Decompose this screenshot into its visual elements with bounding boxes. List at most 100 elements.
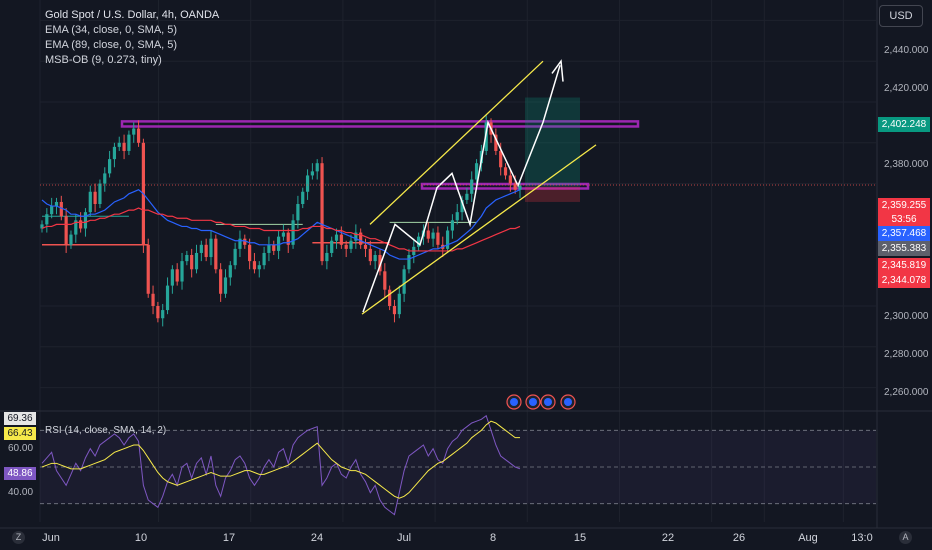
candle-body bbox=[54, 201, 59, 207]
ema34-legend[interactable]: EMA (34, close, 0, SMA, 5) bbox=[45, 24, 178, 36]
candle-body bbox=[272, 244, 276, 251]
candle-body bbox=[204, 244, 208, 258]
candle-body bbox=[339, 234, 343, 245]
ema34-line bbox=[41, 189, 521, 260]
candle-body bbox=[450, 220, 455, 231]
candle-body bbox=[455, 212, 459, 221]
currency-button[interactable]: USD bbox=[879, 5, 923, 27]
us-flag-icon bbox=[564, 398, 572, 406]
candle-body bbox=[368, 248, 372, 262]
candle-body bbox=[223, 277, 228, 294]
candle-body bbox=[470, 179, 474, 194]
candle-body bbox=[248, 244, 252, 262]
candle-body bbox=[276, 236, 281, 251]
x-tick-label: 26 bbox=[732, 532, 746, 544]
y-tick-label: 2,260.000 bbox=[884, 387, 929, 398]
projection-arrow-head bbox=[551, 59, 564, 82]
candle-body bbox=[320, 163, 324, 262]
candle-body bbox=[310, 171, 314, 176]
candle-body bbox=[503, 167, 508, 176]
candle-body bbox=[79, 220, 83, 229]
price-label: 2,345.819 bbox=[878, 258, 930, 273]
timezone-icon[interactable]: Z bbox=[12, 531, 25, 544]
candle-body bbox=[156, 306, 160, 319]
candle-body bbox=[98, 183, 102, 204]
candle-body bbox=[136, 128, 141, 143]
candle-body bbox=[146, 244, 150, 294]
price-label: 2,359.255 bbox=[878, 198, 930, 213]
candle-body bbox=[185, 255, 189, 262]
x-tick-label: 8 bbox=[489, 532, 497, 544]
candle-body bbox=[474, 163, 479, 180]
y-tick-label: 2,420.000 bbox=[884, 83, 929, 94]
price-label: 2,355.383 bbox=[878, 241, 930, 256]
candle-body bbox=[518, 185, 522, 190]
msb-ob-legend[interactable]: MSB-OB (9, 0.273, tiny) bbox=[45, 54, 162, 66]
rsi-legend[interactable]: RSI (14, close, SMA, 14, 2) bbox=[45, 425, 167, 436]
candle-body bbox=[359, 232, 363, 245]
candle-body bbox=[407, 255, 411, 270]
us-flag-icon bbox=[544, 398, 552, 406]
candle-body bbox=[238, 238, 242, 249]
candle-body bbox=[291, 220, 295, 245]
candle-body bbox=[103, 173, 107, 184]
candle-body bbox=[431, 232, 435, 239]
price-label: 2,402.248 bbox=[878, 117, 930, 132]
stop-zone bbox=[525, 186, 580, 202]
x-tick-label: Aug bbox=[798, 532, 818, 544]
candle-body bbox=[64, 216, 68, 245]
candle-body bbox=[417, 236, 421, 247]
countdown-label: 53:56 bbox=[878, 212, 930, 227]
candle-body bbox=[122, 142, 126, 151]
price-label: 2,344.078 bbox=[878, 273, 930, 288]
candle-body bbox=[107, 159, 112, 174]
rsi-value-tag: 69.36 bbox=[4, 412, 36, 425]
candle-body bbox=[194, 252, 199, 270]
candle-body bbox=[330, 240, 334, 253]
us-flag-icon bbox=[560, 394, 576, 410]
us-flag-icon bbox=[540, 394, 556, 410]
candle-body bbox=[513, 183, 517, 190]
channel-upper-line bbox=[369, 60, 544, 225]
candle-body bbox=[499, 150, 503, 168]
x-tick-label: 17 bbox=[222, 532, 236, 544]
target-zone bbox=[525, 97, 580, 187]
candle-body bbox=[296, 204, 300, 221]
us-flag-icon bbox=[506, 394, 522, 410]
auto-scale-icon[interactable]: A bbox=[899, 531, 912, 544]
channel-lower-line bbox=[361, 144, 597, 315]
us-flag-icon bbox=[525, 394, 541, 410]
rsi-ma-line bbox=[41, 420, 520, 499]
candle-body bbox=[180, 261, 184, 282]
time-label: 13:0 bbox=[851, 532, 873, 544]
candle-body bbox=[45, 214, 49, 225]
candle-body bbox=[465, 193, 469, 200]
candle-body bbox=[257, 265, 261, 270]
candle-body bbox=[83, 212, 88, 229]
candle-body bbox=[170, 269, 174, 286]
candle-body bbox=[325, 252, 329, 262]
candle-body bbox=[383, 271, 387, 290]
candle-body bbox=[161, 310, 165, 319]
candle-body bbox=[88, 191, 92, 213]
y-tick-label: 2,380.000 bbox=[884, 159, 929, 170]
candle-body bbox=[402, 269, 406, 294]
candle-body bbox=[93, 191, 97, 204]
candle-body bbox=[151, 293, 155, 306]
candle-body bbox=[267, 244, 271, 253]
candle-body bbox=[219, 269, 223, 294]
candle-body bbox=[349, 240, 353, 249]
candle-body bbox=[378, 255, 382, 272]
candle-body bbox=[392, 306, 397, 315]
candle-body bbox=[40, 224, 44, 229]
candle-body bbox=[59, 201, 63, 217]
ema89-legend[interactable]: EMA (89, close, 0, SMA, 5) bbox=[45, 39, 178, 51]
candle-body bbox=[445, 230, 450, 249]
us-flag-icon bbox=[510, 398, 518, 406]
rsi-y-tick: 40.00 bbox=[8, 487, 34, 498]
candle-body bbox=[199, 244, 203, 253]
symbol-title[interactable]: Gold Spot / U.S. Dollar, 4h, OANDA bbox=[45, 9, 220, 21]
candle-body bbox=[388, 289, 392, 306]
us-flag-icon bbox=[529, 398, 537, 406]
